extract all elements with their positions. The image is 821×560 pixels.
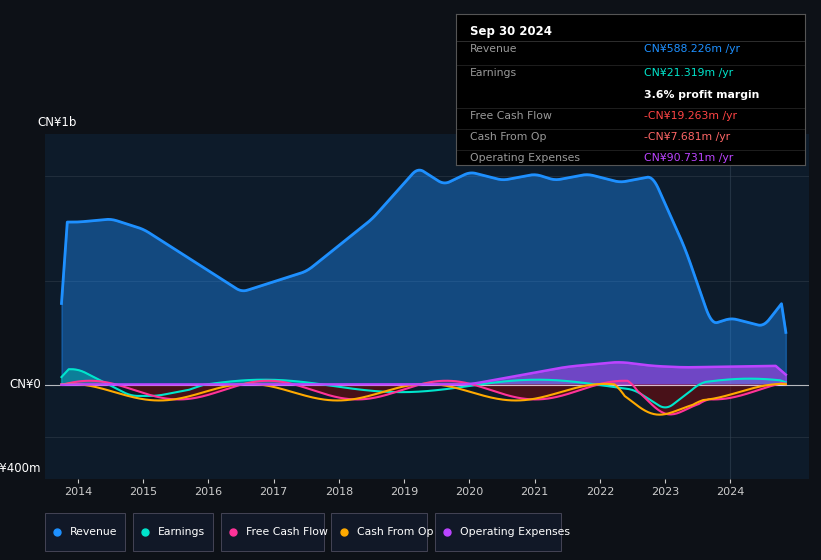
FancyBboxPatch shape [434,513,561,551]
Text: CN¥0: CN¥0 [10,379,41,391]
Text: 3.6% profit margin: 3.6% profit margin [644,90,759,100]
Text: -CN¥400m: -CN¥400m [0,462,41,475]
Text: Sep 30 2024: Sep 30 2024 [470,25,552,38]
Text: Cash From Op: Cash From Op [470,132,546,142]
Text: Earnings: Earnings [470,68,516,78]
Text: Operating Expenses: Operating Expenses [470,153,580,163]
Text: Free Cash Flow: Free Cash Flow [246,527,328,537]
Text: CN¥21.319m /yr: CN¥21.319m /yr [644,68,733,78]
Text: CN¥1b: CN¥1b [37,116,76,129]
Text: Revenue: Revenue [470,44,517,54]
Text: Revenue: Revenue [71,527,118,537]
Text: Free Cash Flow: Free Cash Flow [470,111,552,121]
Text: -CN¥19.263m /yr: -CN¥19.263m /yr [644,111,737,121]
Text: Earnings: Earnings [158,527,205,537]
FancyBboxPatch shape [45,513,126,551]
Text: Cash From Op: Cash From Op [356,527,433,537]
Text: Operating Expenses: Operating Expenses [460,527,570,537]
Text: -CN¥7.681m /yr: -CN¥7.681m /yr [644,132,730,142]
FancyBboxPatch shape [221,513,323,551]
FancyBboxPatch shape [332,513,427,551]
Text: CN¥588.226m /yr: CN¥588.226m /yr [644,44,740,54]
FancyBboxPatch shape [133,513,213,551]
Text: CN¥90.731m /yr: CN¥90.731m /yr [644,153,733,163]
